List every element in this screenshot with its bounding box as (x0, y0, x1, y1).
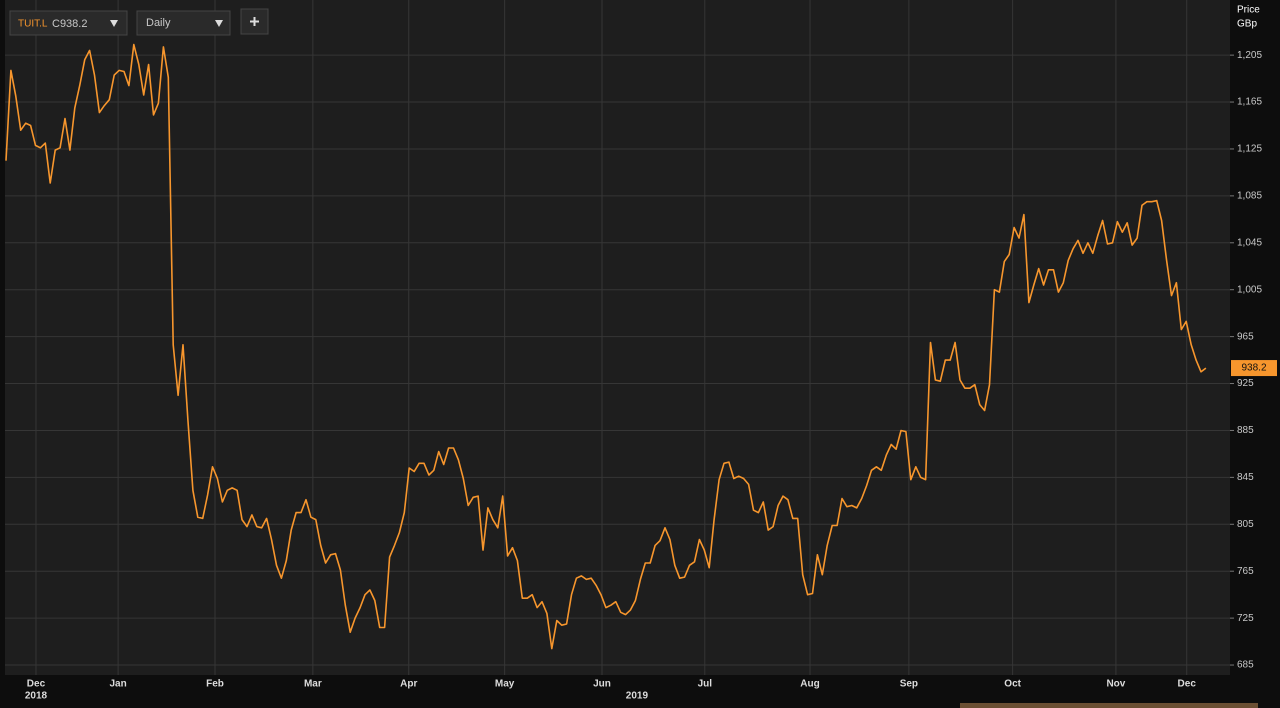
y-tick-label: 1,165 (1237, 97, 1262, 108)
scroll-bar[interactable] (960, 703, 1258, 708)
x-tick-label: Apr (400, 679, 417, 690)
dropdown-arrow[interactable] (215, 20, 223, 27)
x-tick-label: May (495, 679, 515, 690)
y-tick-label: 805 (1237, 519, 1254, 530)
axis-unit: GBp (1237, 19, 1257, 30)
x-tick-label: Aug (800, 679, 819, 690)
x-tick-label: Dec (27, 679, 46, 690)
year-label: 2019 (626, 691, 649, 702)
y-tick-label: 925 (1237, 378, 1254, 389)
price-line (5, 43, 1207, 650)
x-tick-label: Jan (109, 679, 126, 690)
axis-title: Price (1237, 5, 1260, 16)
y-tick-label: 1,085 (1237, 191, 1262, 202)
x-tick-label: Jul (698, 679, 713, 690)
last-price: C938.2 (52, 18, 87, 30)
x-tick-label: Jun (593, 679, 611, 690)
plus-icon (250, 17, 259, 26)
y-tick-label: 1,205 (1237, 50, 1262, 61)
x-tick-label: Nov (1106, 679, 1125, 690)
x-tick-label: Dec (1178, 679, 1197, 690)
axes: 685 725 765 805 845 885 925 965 1,005 1,045 1,085 1… (25, 50, 1277, 702)
plot (5, 43, 1207, 650)
last-value-box (1231, 360, 1277, 377)
interval-box[interactable] (136, 10, 231, 36)
x-tick-label: Oct (1004, 679, 1021, 690)
symbol: TUIT.L (18, 19, 48, 30)
plot-area (5, 0, 1230, 675)
symbol-box[interactable] (9, 10, 128, 36)
x-tick-label: Mar (304, 679, 322, 690)
y-tick-label: 965 (1237, 331, 1254, 342)
y-tick-label: 845 (1237, 472, 1254, 483)
x-tick-label: Feb (206, 679, 224, 690)
dropdown-arrow[interactable] (110, 20, 118, 27)
y-axis-area (1230, 0, 1280, 708)
year-label: 2018 (25, 691, 48, 702)
y-tick-label: 725 (1237, 613, 1254, 624)
y-tick-label: 1,045 (1237, 237, 1262, 248)
x-tick-label: Sep (900, 679, 918, 690)
y-tick-label: 765 (1237, 566, 1254, 577)
y-tick-label: 885 (1237, 425, 1254, 436)
last-value-label: 938.2 (1241, 363, 1266, 374)
y-tick-label: 1,005 (1237, 284, 1262, 295)
grid (5, 0, 1230, 675)
interval: Daily (146, 17, 171, 29)
x-axis-area (0, 675, 1230, 708)
y-tick-label: 685 (1237, 660, 1254, 671)
y-tick-label: 1,125 (1237, 144, 1262, 155)
